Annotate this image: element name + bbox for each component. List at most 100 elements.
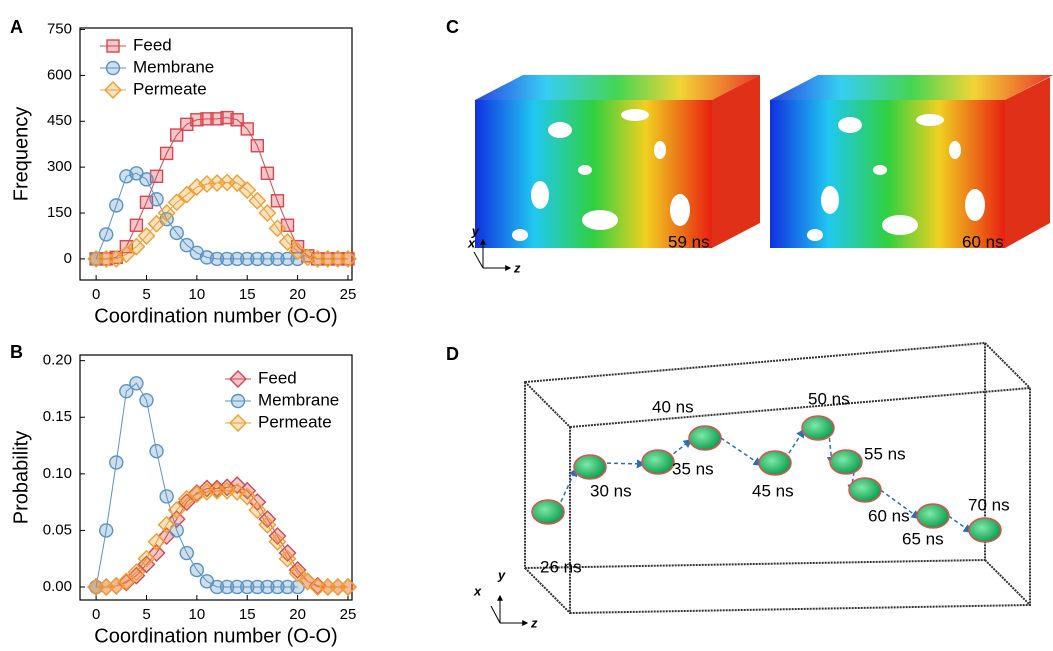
panel-label: C (446, 17, 459, 37)
marker (197, 174, 216, 193)
marker (338, 577, 357, 596)
marker (159, 489, 174, 504)
marker (219, 251, 235, 267)
marker (220, 110, 234, 125)
marker (240, 122, 254, 136)
time-label: 55 ns (864, 444, 906, 463)
trajectory-arrow (599, 459, 646, 469)
marker (177, 489, 196, 508)
series-line (96, 181, 348, 260)
marker (189, 562, 205, 578)
y-tick-label: 450 (47, 112, 72, 129)
marker (98, 523, 114, 538)
y-tick-label: 0.05 (43, 521, 72, 538)
legend-label: Permeate (258, 412, 332, 431)
axis-glyph-label: y (497, 567, 506, 582)
molecule (688, 425, 722, 451)
y-axis-title: Probability (10, 431, 32, 524)
panel-label: B (10, 342, 23, 362)
y-tick-label: 600 (47, 66, 72, 83)
marker (278, 544, 297, 563)
marker (230, 113, 244, 127)
marker (250, 579, 265, 595)
y-tick-label: 0.15 (43, 408, 72, 425)
marker (98, 227, 114, 242)
x-tick-label: 5 (142, 606, 150, 623)
panel-label: D (446, 344, 459, 364)
legend-marker (229, 414, 247, 432)
marker (270, 251, 285, 267)
trajectory-arrow (874, 485, 921, 520)
marker (147, 214, 166, 233)
marker (209, 251, 225, 267)
marker (127, 563, 146, 582)
legend-label: Feed (258, 368, 297, 387)
x-tick-label: 0 (92, 606, 100, 623)
marker (99, 252, 113, 266)
x-tick-label: 25 (340, 286, 357, 303)
time-label: 45 ns (752, 481, 794, 500)
marker (331, 252, 345, 266)
time-label: 40 ns (652, 397, 694, 416)
marker (170, 128, 184, 142)
marker (268, 527, 287, 546)
legend-label: Feed (133, 35, 172, 54)
marker (280, 251, 295, 267)
legend-label: Membrane (133, 57, 214, 76)
marker (117, 245, 136, 264)
x-tick-label: 5 (142, 286, 150, 303)
marker (177, 493, 196, 512)
marker (139, 172, 154, 187)
y-tick-label: 0.10 (43, 465, 72, 482)
x-axis-title: Coordination number (O-O) (94, 625, 337, 647)
x-tick-label: 10 (189, 606, 206, 623)
y-tick-label: 0 (64, 250, 72, 267)
legend-label: Membrane (258, 390, 339, 409)
marker (258, 204, 277, 223)
molecule (758, 450, 792, 476)
y-tick-label: 150 (47, 204, 72, 221)
marker (341, 252, 355, 266)
plot-frame (79, 354, 353, 601)
marker (240, 579, 255, 595)
marker (157, 515, 176, 534)
marker (288, 561, 307, 580)
x-tick-label: 0 (92, 286, 100, 303)
marker (149, 192, 164, 207)
marker (129, 376, 144, 391)
marker (238, 181, 257, 200)
marker (147, 532, 166, 551)
marker (119, 384, 134, 399)
time-label: 26 ns (540, 557, 582, 576)
y-tick-label: 750 (47, 20, 72, 37)
axis-glyph-label: z (530, 615, 538, 630)
axis-glyph-label: y (471, 223, 480, 238)
legend-marker (104, 81, 122, 99)
marker (250, 251, 265, 267)
molecule (829, 449, 863, 475)
marker (167, 193, 186, 212)
marker (209, 579, 225, 595)
marker (250, 139, 265, 153)
marker (127, 237, 146, 256)
y-axis-title: Frequency (10, 107, 32, 202)
time-label: 65 ns (902, 529, 944, 548)
time-label: 59 ns (668, 232, 710, 251)
marker (180, 117, 194, 132)
marker (139, 393, 154, 408)
time-label: 50 ns (808, 389, 850, 408)
marker (159, 146, 174, 161)
time-label: 35 ns (672, 459, 714, 478)
marker (278, 549, 297, 568)
marker (88, 251, 104, 267)
marker (260, 166, 275, 180)
molecule (848, 477, 882, 503)
x-axis-title: Coordination number (O-O) (94, 305, 337, 327)
axis-glyph-label: x (467, 235, 476, 250)
time-label: 30 ns (590, 481, 632, 500)
marker (177, 185, 196, 204)
marker (280, 579, 295, 595)
molecule (531, 499, 565, 525)
marker (248, 191, 267, 210)
